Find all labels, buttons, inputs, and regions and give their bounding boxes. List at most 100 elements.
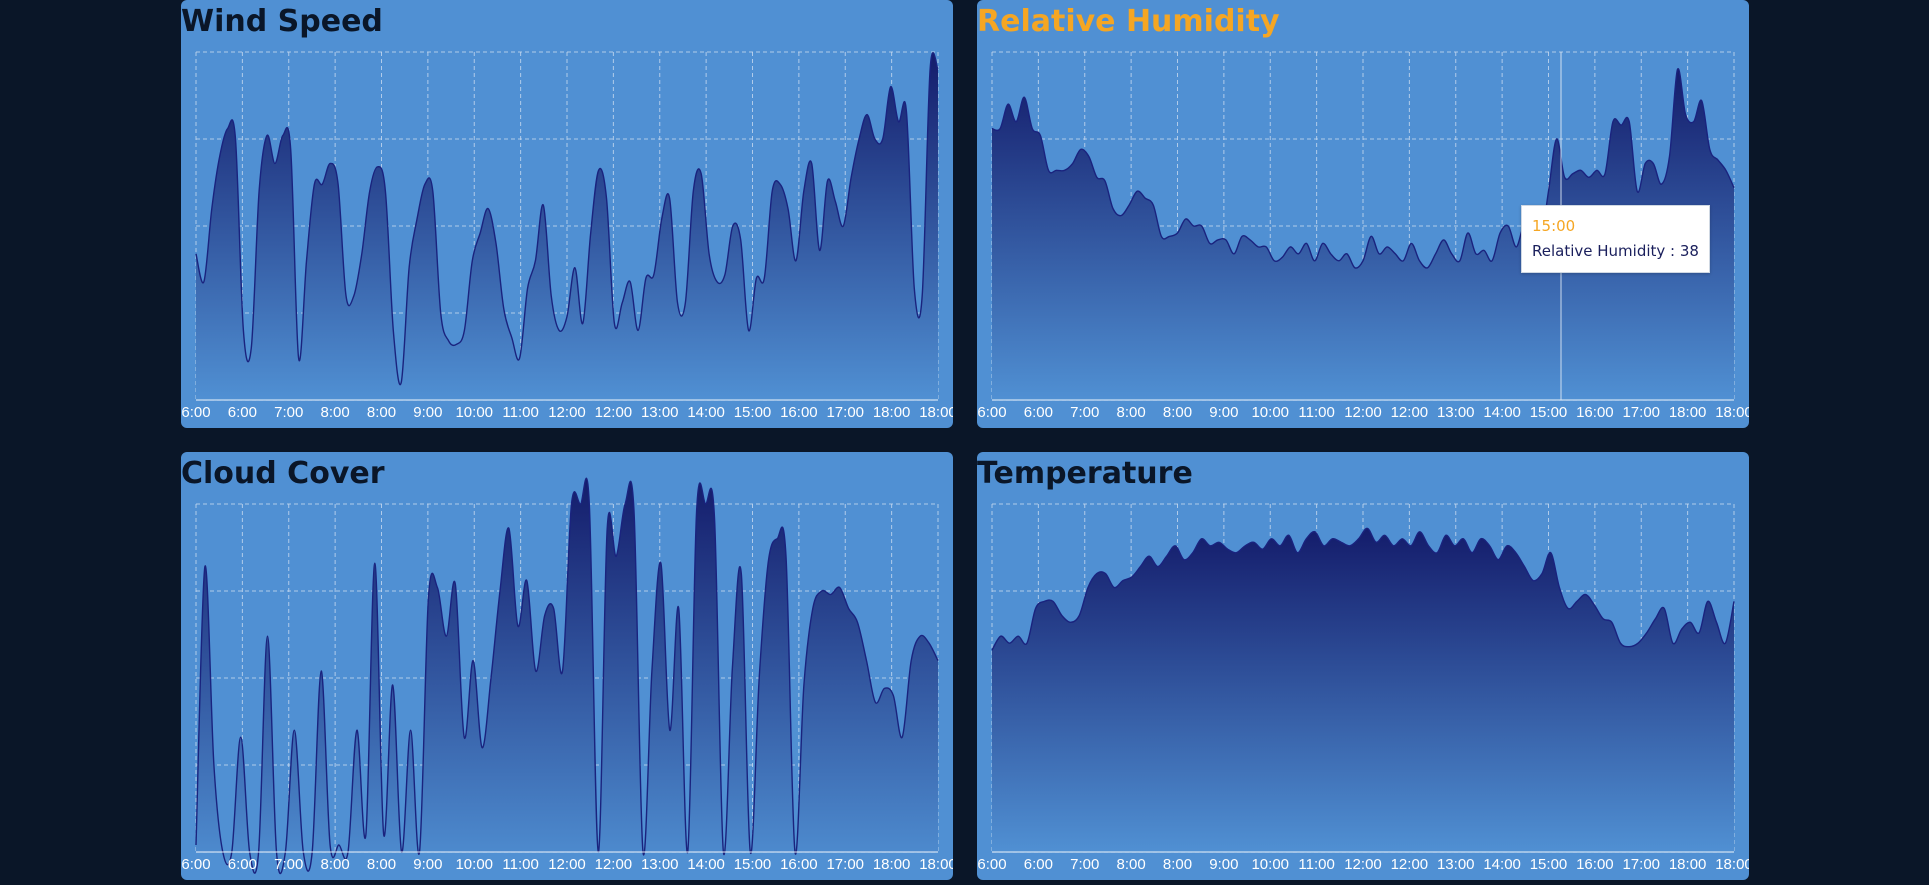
data-point <box>1257 245 1260 248</box>
x-tick-labels: 6:00 6:00 7:00 8:00 8:00 9:00 10:00 11:00 12:00 1… <box>977 404 1749 421</box>
data-point <box>818 249 821 252</box>
wind-speed-chart[interactable]: 6:00 6:00 7:00 8:00 8:00 9:00 10:00 11:00 12:00 1… <box>181 0 953 428</box>
x-tick-label: 6:00 <box>181 404 210 421</box>
x-tick-label: 6:00 <box>977 856 1006 873</box>
data-point <box>1200 537 1203 540</box>
data-point <box>763 277 766 280</box>
data-point <box>597 169 600 172</box>
data-point <box>652 273 655 276</box>
x-tick-label: 12:00 <box>548 856 586 873</box>
data-point <box>802 190 805 193</box>
relative-humidity-panel: Relative Humidity 6:00 6:00 7:00 8:00 8:00 9:… <box>977 0 1749 428</box>
data-point <box>1200 224 1203 227</box>
data-point <box>1322 544 1325 547</box>
data-point <box>1136 190 1139 193</box>
data-point <box>445 635 448 638</box>
x-tick-label: 8:00 <box>1117 404 1146 421</box>
tooltip-value: Relative Humidity : 38 <box>1532 242 1699 260</box>
data-point <box>210 207 213 210</box>
data-point <box>668 197 671 200</box>
x-tick-label: 9:00 <box>1209 856 1238 873</box>
data-point <box>1724 169 1727 172</box>
x-tick-label: 16:00 <box>1576 856 1614 873</box>
data-point <box>739 238 742 241</box>
data-point <box>1015 120 1018 123</box>
data-point <box>1348 544 1351 547</box>
data-point <box>1168 235 1171 238</box>
data-point <box>1095 176 1098 179</box>
data-point <box>1571 172 1574 175</box>
data-point <box>913 287 916 290</box>
data-point <box>431 190 434 193</box>
data-point <box>1060 614 1063 617</box>
data-point <box>1023 96 1026 99</box>
data-point <box>409 729 412 732</box>
data-point <box>1436 551 1439 554</box>
data-point <box>1462 537 1465 540</box>
series-area <box>992 528 1734 852</box>
data-point <box>543 614 546 617</box>
x-tick-label: 17:00 <box>826 856 864 873</box>
data-point <box>883 687 886 690</box>
x-tick-labels: 6:00 6:00 7:00 8:00 8:00 9:00 10:00 11:00 12:00 1… <box>977 856 1749 873</box>
x-tick-label: 14:00 <box>687 404 725 421</box>
x-tick-label: 13:00 <box>1437 856 1475 873</box>
x-tick-label: 6:00 <box>228 404 257 421</box>
data-point <box>489 676 492 679</box>
data-point <box>700 172 703 175</box>
data-point <box>239 736 242 739</box>
relative-humidity-chart[interactable]: 6:00 6:00 7:00 8:00 8:00 9:00 10:00 11:00 12:00 1… <box>977 0 1749 428</box>
data-point <box>1410 242 1413 245</box>
data-point <box>1514 551 1517 554</box>
data-point <box>1732 186 1735 189</box>
data-point <box>820 589 823 592</box>
data-point <box>811 607 814 610</box>
data-point <box>1715 621 1718 624</box>
data-point <box>1104 572 1107 575</box>
x-tick-label: 17:00 <box>1622 404 1660 421</box>
data-point <box>194 843 197 846</box>
data-point <box>1689 621 1692 624</box>
data-point <box>337 843 340 846</box>
data-point <box>498 589 501 592</box>
data-point <box>929 68 932 71</box>
temperature-chart[interactable]: 6:00 6:00 7:00 8:00 8:00 9:00 10:00 11:00 12:00 1… <box>977 452 1749 880</box>
data-point <box>436 586 439 589</box>
data-point <box>921 294 924 297</box>
cloud-cover-chart[interactable]: 6:00 6:00 7:00 8:00 8:00 9:00 10:00 11:00 12:00 1… <box>181 452 953 880</box>
data-point <box>1603 172 1606 175</box>
x-tick-label: 8:00 <box>1117 856 1146 873</box>
data-point <box>1043 600 1046 603</box>
x-tick-label: 12:00 <box>1344 404 1382 421</box>
data-point <box>621 301 624 304</box>
cloud-cover-panel: Cloud Cover 6:00 6:00 7:00 8:00 8:00 9:00 10:0… <box>181 452 953 880</box>
x-tick-label: 18:00 <box>1669 404 1707 421</box>
data-point <box>659 562 662 565</box>
data-point <box>740 572 743 575</box>
x-tick-label: 7:00 <box>274 856 303 873</box>
data-point <box>384 190 387 193</box>
x-tick-label: 12:00 <box>595 856 633 873</box>
series-area <box>992 68 1734 400</box>
data-point <box>1273 259 1276 262</box>
data-point <box>1139 565 1142 568</box>
data-point <box>1706 600 1709 603</box>
data-point <box>1708 148 1711 151</box>
data-point <box>758 676 761 679</box>
data-point <box>1331 537 1334 540</box>
data-point <box>218 155 221 158</box>
data-point <box>502 308 505 311</box>
data-point <box>1313 530 1316 533</box>
data-point <box>605 197 608 200</box>
data-point <box>1265 245 1268 248</box>
data-point <box>999 635 1002 638</box>
data-point <box>1660 183 1663 186</box>
data-point <box>293 729 296 732</box>
data-point <box>510 336 513 339</box>
data-point <box>1357 537 1360 540</box>
data-point <box>1208 242 1211 245</box>
chart-tooltip: 15:00 Relative Humidity : 38 <box>1521 205 1710 273</box>
data-point <box>328 843 331 846</box>
series-area <box>196 478 938 874</box>
data-point <box>1034 607 1037 610</box>
